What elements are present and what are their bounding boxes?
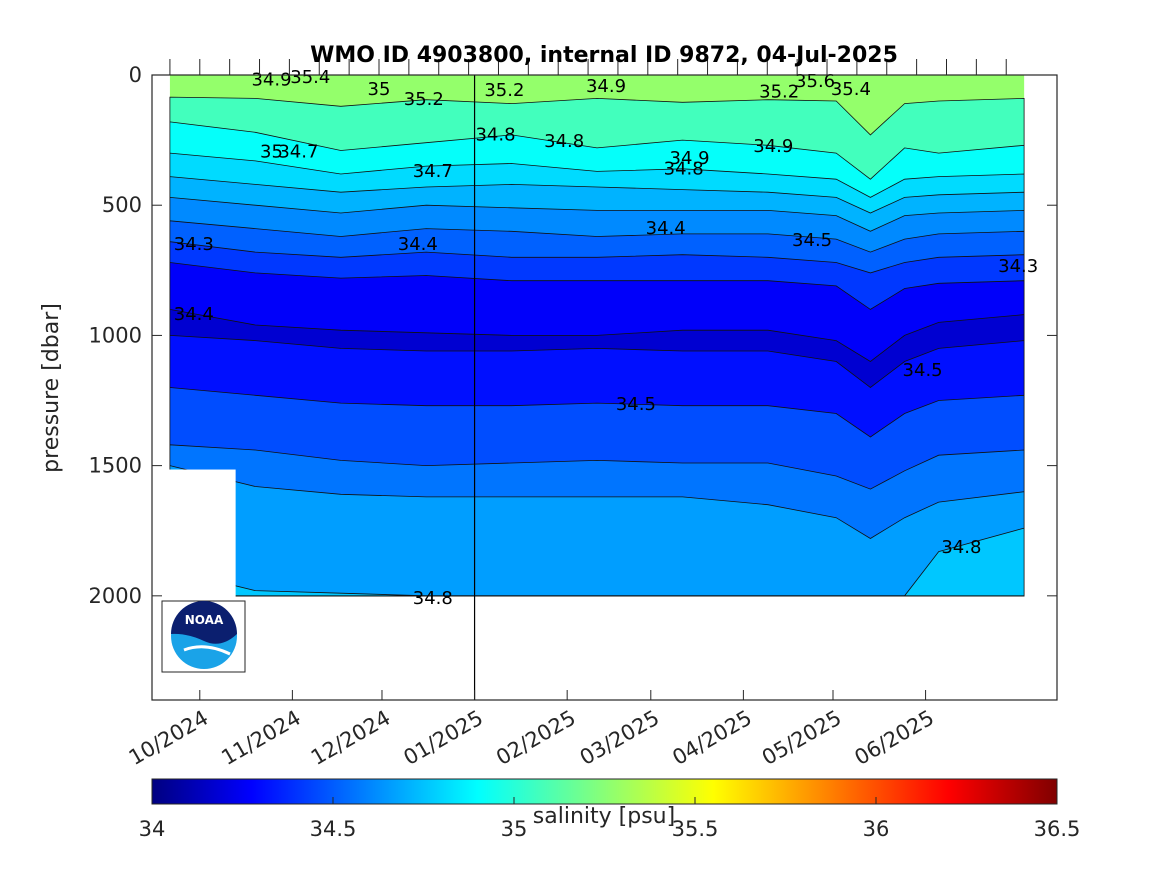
colorbar-tick-label-3: 35.5 bbox=[672, 817, 719, 841]
contour-label-7: 35.6 bbox=[795, 71, 835, 92]
contour-label-4: 35.2 bbox=[484, 80, 524, 101]
contour-label-0: 34.9 bbox=[251, 70, 291, 91]
missing-data-area bbox=[168, 469, 236, 597]
contour-label-23: 34.5 bbox=[903, 360, 943, 381]
contour-label-19: 34.4 bbox=[398, 234, 438, 255]
colorbar-tick-label-5: 36.5 bbox=[1034, 817, 1081, 841]
noaa-logo-upper bbox=[171, 601, 237, 644]
contour-fill-layers bbox=[168, 75, 1025, 597]
colorbar-tick-label-0: 34 bbox=[139, 817, 166, 841]
contour-label-1: 35.4 bbox=[290, 67, 330, 88]
contour-label-17: 34.4 bbox=[646, 218, 686, 239]
contour-label-9: 34.8 bbox=[475, 124, 515, 145]
contour-label-21: 34.3 bbox=[998, 256, 1038, 277]
contour-label-24: 34.5 bbox=[616, 394, 656, 415]
noaa-logo-bird bbox=[183, 645, 231, 656]
salinity-layer-13 bbox=[169, 527, 1025, 597]
colorbar-label: salinity [psu] bbox=[533, 804, 675, 829]
y-tick-label-500: 500 bbox=[102, 193, 142, 217]
noaa-logo-text: NOAA bbox=[185, 613, 224, 627]
contour-label-3: 35.2 bbox=[404, 89, 444, 110]
colorbar-tick-label-2: 35 bbox=[501, 817, 528, 841]
contour-labels: 34.935.435 35.2 35.2 34.9 35.235.635.434.8 34… bbox=[174, 67, 1038, 609]
contour-label-22: 34.4 bbox=[174, 304, 214, 325]
colorbar-ticks: 34 34.5 35 35.5 36 36.5 bbox=[139, 797, 1081, 841]
contour-label-26: 34.8 bbox=[413, 588, 453, 609]
y-axis-label: pressure [dbar] bbox=[39, 303, 64, 473]
contour-label-13: 34.9 bbox=[753, 136, 793, 157]
chart-title: WMO ID 4903800, internal ID 9872, 04-Jul… bbox=[310, 43, 898, 68]
contour-label-12: 34.7 bbox=[278, 141, 318, 162]
contour-label-11: 35 bbox=[260, 141, 283, 162]
y-tick-label-2000: 2000 bbox=[89, 584, 142, 608]
contour-label-14: 34.9 bbox=[670, 148, 710, 169]
contour-label-16: 34.7 bbox=[413, 161, 453, 182]
contour-label-8: 35.4 bbox=[831, 79, 871, 100]
contour-label-5: 34.9 bbox=[586, 76, 626, 97]
profile-tick-marks bbox=[169, 59, 1007, 75]
colorbar-tick-label-1: 34.5 bbox=[310, 817, 357, 841]
colorbar-tick-label-4: 36 bbox=[863, 817, 890, 841]
contour-label-20: 34.5 bbox=[792, 230, 832, 251]
colorbar bbox=[151, 778, 1058, 805]
contour-label-2: 35 bbox=[368, 79, 391, 100]
plot-frame bbox=[151, 74, 1058, 701]
contour-label-15: 34.8 bbox=[664, 158, 704, 179]
y-axis-ticks: 0 500 1000 1500 2000 bbox=[89, 63, 1057, 608]
y-tick-label-1500: 1500 bbox=[89, 454, 142, 478]
contour-label-25: 34.8 bbox=[941, 537, 981, 558]
contour-label-6: 35.2 bbox=[759, 81, 799, 102]
noaa-logo: NOAA bbox=[161, 600, 246, 673]
y-tick-label-0: 0 bbox=[129, 63, 142, 87]
contour-label-10: 34.8 bbox=[544, 131, 584, 152]
y-tick-label-1000: 1000 bbox=[89, 323, 142, 347]
contour-label-18: 34.3 bbox=[174, 234, 214, 255]
